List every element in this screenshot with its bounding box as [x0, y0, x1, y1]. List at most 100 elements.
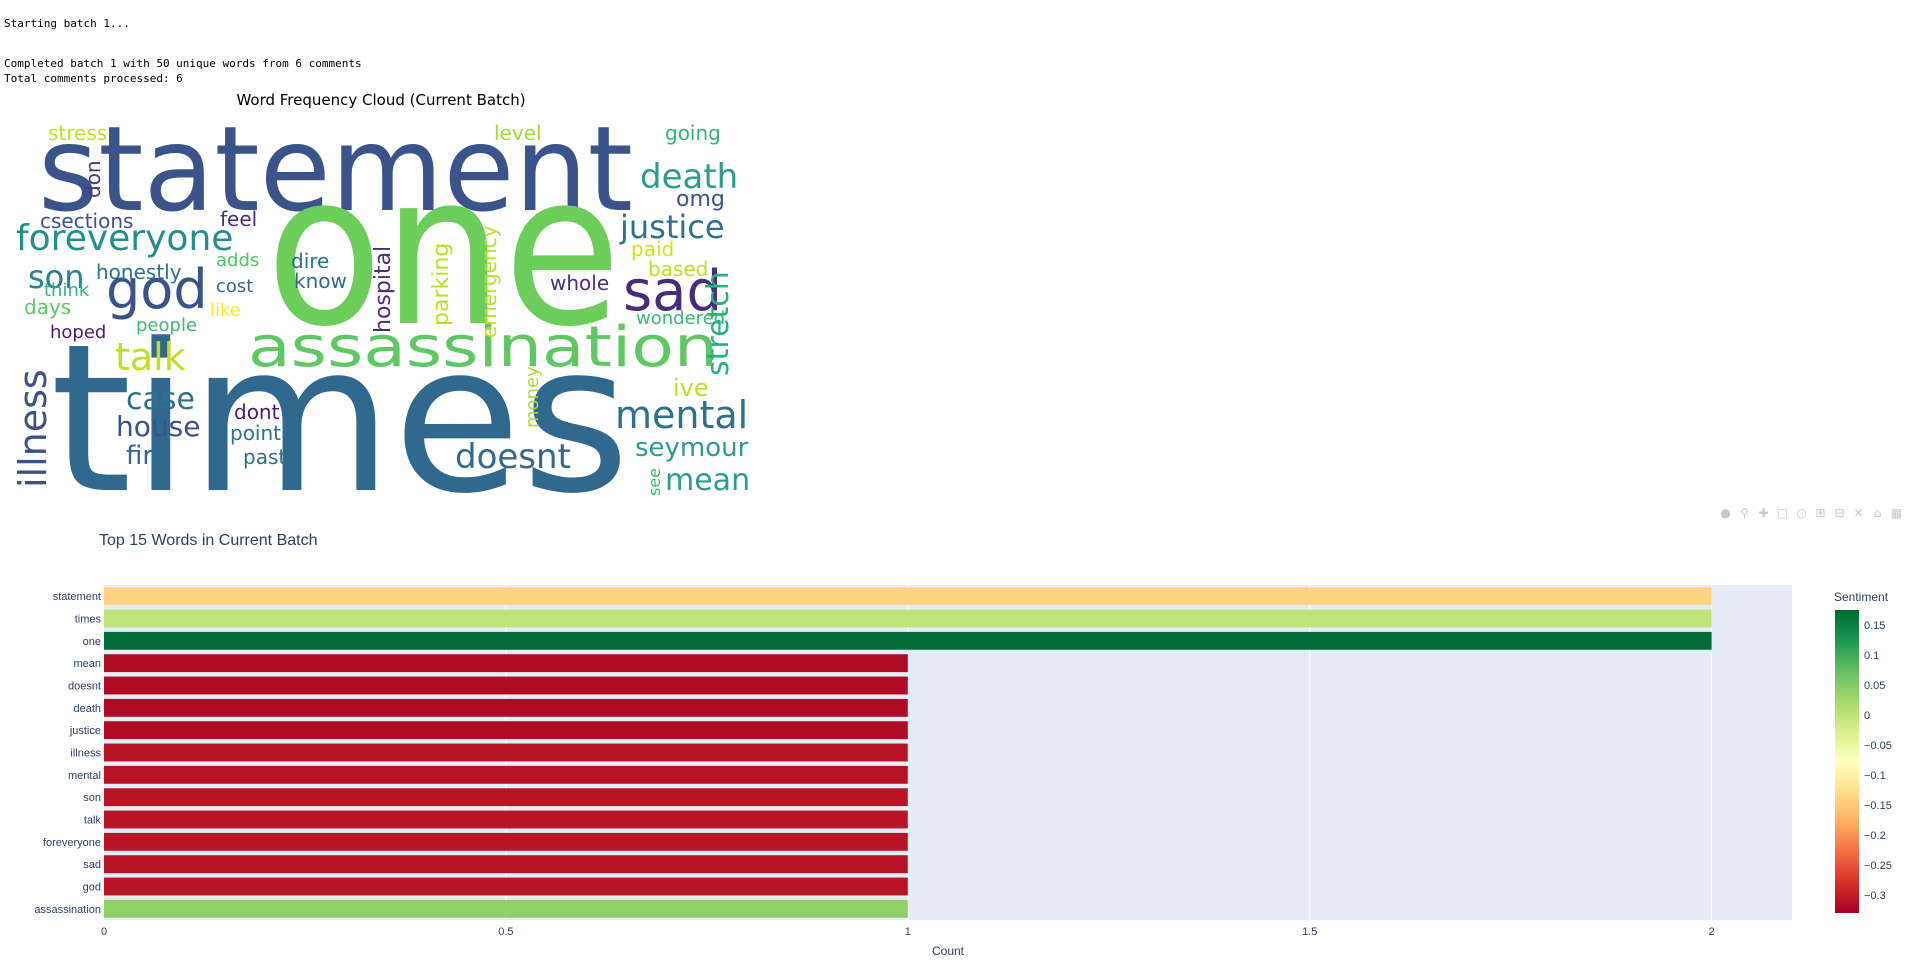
colorbar-title: Sentiment [1834, 590, 1889, 604]
box-select-icon[interactable]: □ [1776, 506, 1789, 520]
bar-mental[interactable] [104, 765, 908, 784]
wordcloud-word-stress: stress [48, 121, 107, 145]
wordcloud-word-based: based [648, 257, 708, 281]
log-line-total: Total comments processed: 6 [4, 72, 183, 85]
plotly-logo-icon[interactable]: ▦ [1890, 506, 1903, 520]
wordcloud-word-cost: cost [216, 276, 253, 297]
bar-son[interactable] [104, 788, 908, 807]
wordcloud-word-emergency: emergency [477, 225, 501, 338]
wordcloud-word-assassination: assassination [248, 315, 718, 380]
y-tick-label: statement [53, 591, 101, 603]
bar-mean[interactable] [104, 654, 908, 673]
bar-doesnt[interactable] [104, 676, 908, 695]
bar-illness[interactable] [104, 743, 908, 762]
bar-times[interactable] [104, 609, 1712, 628]
bar-chart: Top 15 Words in Current Batch 0 0.5 1 1.5 2 st… [34, 532, 1892, 958]
bar-talk[interactable] [104, 810, 908, 829]
y-tick-label: god [83, 882, 101, 894]
wordcloud-word-like: like [210, 300, 241, 321]
wordcloud-word-whole: whole [550, 271, 609, 295]
log-line-start: Starting batch 1... [4, 17, 130, 30]
colorbar-tick-label: −0.2 [1864, 830, 1886, 842]
wordcloud-word-case: case [126, 382, 195, 417]
wordcloud-word-sad: sad [623, 259, 722, 324]
y-tick-label: death [73, 703, 101, 715]
lasso-select-icon[interactable]: ○ [1796, 506, 1807, 520]
bar-statement[interactable] [104, 587, 1712, 606]
log-line-completed: Completed batch 1 with 50 unique words f… [4, 57, 362, 70]
wordcloud-word-point: point [230, 421, 281, 445]
wordcloud-word-mental: mental [615, 393, 748, 437]
bar-sad[interactable] [104, 855, 908, 874]
wordcloud-word-dont: dont [234, 400, 280, 424]
zoom-in-icon[interactable]: ⊞ [1815, 506, 1826, 520]
colorbar-tick-label: −0.1 [1864, 770, 1886, 782]
y-tick-label: times [75, 614, 102, 626]
wordcloud-word-omg: omg [676, 187, 725, 212]
colorbar-tick-label: −0.15 [1864, 800, 1892, 812]
chart-title: Top 15 Words in Current Batch [99, 532, 317, 549]
wordcloud-word-house: house [116, 410, 200, 443]
colorbar-tick-label: −0.05 [1864, 740, 1892, 752]
wordcloud-word-think: think [44, 280, 90, 301]
colorbar-tick-label: −0.3 [1864, 890, 1886, 902]
pan-icon[interactable]: ✚ [1758, 506, 1769, 520]
x-tick-label: 1 [905, 926, 911, 938]
zoom-out-icon[interactable]: ⊟ [1834, 506, 1845, 520]
y-tick-label: illness [70, 748, 101, 760]
wordcloud-word-ive: ive [673, 374, 709, 402]
bar-one[interactable] [104, 631, 1712, 650]
zoom-icon[interactable]: ⚲ [1740, 506, 1749, 520]
bar-god[interactable] [104, 877, 908, 896]
wordcloud-word-going: going [665, 121, 721, 145]
y-tick-label: mean [73, 658, 101, 670]
wordcloud-word-foreveryone: foreveryone [16, 218, 233, 259]
wordcloud-word-feel: feel [220, 207, 257, 231]
wordcloud-word-times: times [50, 301, 630, 498]
wordcloud-word-statement: statement [38, 118, 633, 238]
x-tick-label: 1.5 [1302, 926, 1317, 938]
y-tick-label: sad [83, 859, 101, 871]
wordcloud-word-days: days [24, 295, 71, 319]
wordcloud-word-justice: justice [619, 208, 725, 246]
wordcloud-word-doesnt: doesnt [455, 437, 571, 477]
wordcloud-word-mean: mean [665, 463, 750, 498]
y-tick-label: foreveryone [43, 837, 101, 849]
y-tick-label: mental [68, 770, 101, 782]
reset-axes-icon[interactable]: ⌂ [1873, 506, 1882, 520]
colorbar-tick-label: 0.05 [1864, 680, 1885, 692]
wordcloud-word-god: god [106, 258, 208, 321]
y-tick-label: doesnt [68, 681, 101, 693]
bar-foreveryone[interactable] [104, 832, 908, 851]
wordcloud-word-past: past [243, 445, 286, 469]
wordcloud-word-talk: talk [115, 335, 186, 379]
colorbar-tick-label: 0.1 [1864, 650, 1879, 662]
colorbar [1835, 610, 1859, 913]
wordcloud-word-csections: csections [40, 209, 133, 233]
wordcloud-title: Word Frequency Cloud (Current Batch) [236, 91, 526, 109]
colorbar-tick-label: −0.25 [1864, 860, 1892, 872]
wordcloud-word-hoped: hoped [50, 322, 106, 343]
wordcloud-word-money: money [522, 366, 543, 428]
x-tick-label: 2 [1709, 926, 1715, 938]
camera-icon[interactable]: ● [1720, 506, 1731, 520]
y-tick-label: son [83, 792, 101, 804]
bar-assassination[interactable] [104, 899, 908, 918]
wordcloud-word-level: level [494, 121, 542, 145]
wordcloud-word-adds: adds [216, 250, 259, 271]
wordcloud-word-son: son [28, 258, 85, 296]
y-tick-label: one [83, 636, 101, 648]
wordcloud-word-fire: fire [126, 441, 169, 471]
wordcloud-word-one: one [266, 128, 621, 373]
wordcloud-word-know: know [294, 269, 347, 293]
y-tick-label: talk [84, 815, 102, 827]
wordcloud-word-people: people [136, 315, 197, 336]
wordcloud-word-wondered: wondered [636, 308, 725, 329]
bar-justice[interactable] [104, 721, 908, 740]
bar-death[interactable] [104, 698, 908, 717]
x-tick-label: 0.5 [498, 926, 513, 938]
autoscale-icon[interactable]: ✕ [1853, 506, 1864, 520]
x-axis-title: Count [932, 944, 965, 958]
wordcloud-word-death: death [640, 157, 738, 197]
